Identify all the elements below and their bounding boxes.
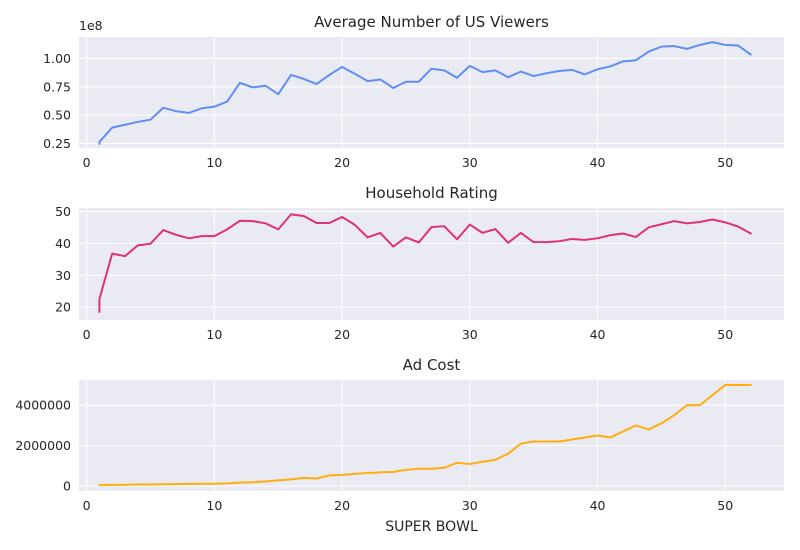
x-tick-label: 50 — [717, 498, 733, 513]
chart-title: Household Rating — [365, 184, 498, 202]
series-line — [98, 41, 752, 146]
x-tick-label: 50 — [717, 155, 733, 170]
x-tick-label: 20 — [334, 155, 350, 170]
y-tick-label: 50 — [55, 204, 71, 219]
plot-area — [79, 37, 784, 148]
x-tick-label: 10 — [206, 498, 222, 513]
series-line — [98, 384, 752, 487]
y-tick-label: 30 — [55, 268, 71, 283]
x-tick-label: 0 — [83, 327, 91, 342]
x-tick-label: 40 — [590, 498, 606, 513]
x-tick-label: 0 — [83, 498, 91, 513]
x-tick-label: 30 — [462, 327, 478, 342]
x-tick-label: 40 — [590, 327, 606, 342]
y-tick-label: 1.00 — [43, 51, 71, 66]
y-offset-label: 1e8 — [79, 18, 103, 33]
x-tick-label: 10 — [206, 327, 222, 342]
y-tick-label: 40 — [55, 236, 71, 251]
x-tick-label: 50 — [717, 327, 733, 342]
x-axis-label: SUPER BOWL — [385, 519, 478, 535]
x-tick-label: 10 — [206, 155, 222, 170]
plot-area — [79, 208, 784, 320]
series-line — [98, 213, 752, 314]
y-tick-label: 20 — [55, 300, 71, 315]
x-tick-label: 20 — [334, 327, 350, 342]
chart-title: Average Number of US Viewers — [314, 13, 549, 31]
y-tick-label: 0 — [63, 478, 71, 493]
subplot-2: 0 10 20 30 40 50 20 30 40 50 Household Rating — [55, 184, 784, 342]
x-tick-label: 40 — [590, 155, 606, 170]
x-tick-label: 30 — [462, 498, 478, 513]
y-tick-label: 0.25 — [43, 136, 71, 151]
x-tick-label: 0 — [83, 155, 91, 170]
y-tick-label: 0.75 — [43, 79, 71, 94]
subplot-1: 0 10 20 30 40 50 0.25 0.50 0.75 1.00 Average Numbe… — [43, 13, 784, 170]
y-tick-label: 2000000 — [15, 438, 71, 453]
chart-title: Ad Cost — [403, 356, 461, 374]
plot-area — [79, 380, 784, 491]
x-tick-label: 20 — [334, 498, 350, 513]
subplot-3: 0 10 20 30 40 50 0 2000000 4000000 Ad Cost SUPER B… — [15, 356, 784, 535]
y-tick-label: 4000000 — [15, 398, 71, 413]
x-tick-label: 30 — [462, 155, 478, 170]
y-tick-label: 0.50 — [43, 108, 71, 123]
